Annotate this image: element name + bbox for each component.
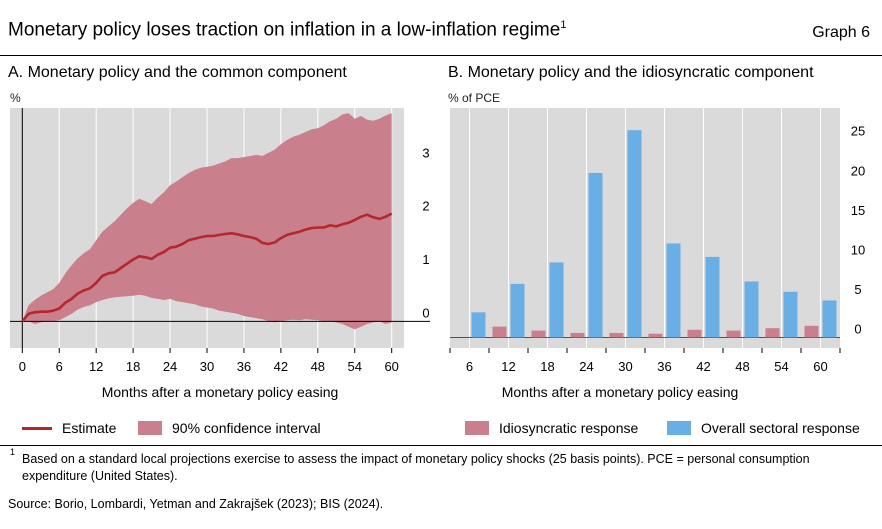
panel-a-x-tick-label: 12 xyxy=(89,359,103,374)
legend-estimate-label: Estimate xyxy=(62,420,117,436)
overall-bar xyxy=(588,172,603,338)
panel-b-x-tick-label: 42 xyxy=(696,359,710,374)
panel-b-chart: 6 12 18 24 30 36 42 48 54 60 0 5 10 15 20 25 xyxy=(449,108,865,374)
panel-b-unit: % of PCE xyxy=(448,91,501,105)
overall-bar xyxy=(471,312,486,338)
panel-b-y-tick-label: 15 xyxy=(851,203,865,218)
overall-bar xyxy=(783,291,798,338)
panel-a-x-tick-label: 54 xyxy=(348,359,362,374)
panel-a-unit: % xyxy=(10,91,21,105)
idiosyncratic-bar xyxy=(531,330,546,338)
graph-title-text: Monetary policy loses traction on inflat… xyxy=(8,19,561,41)
panel-a-x-tick-label: 24 xyxy=(163,359,177,374)
panel-b-x-tick-label: 18 xyxy=(540,359,554,374)
panel-b-x-tick-label: 30 xyxy=(618,359,632,374)
overall-bar xyxy=(705,256,720,338)
overall-bar xyxy=(666,243,681,338)
panel-b-x-tick-label: 12 xyxy=(501,359,515,374)
panel-a-y-tick-label: 1 xyxy=(422,252,429,267)
idiosyncratic-bar xyxy=(570,332,585,338)
idiosyncratic-bar xyxy=(492,326,507,338)
legend-estimate-swatch xyxy=(22,426,52,430)
panel-b-title: B. Monetary policy and the idiosyncratic… xyxy=(448,64,814,81)
panel-b-x-tick-label: 48 xyxy=(735,359,749,374)
idiosyncratic-bar xyxy=(648,333,663,338)
panel-b-x-tick-label: 24 xyxy=(579,359,593,374)
panel-a-title: A. Monetary policy and the common compon… xyxy=(8,64,347,81)
idiosyncratic-bar xyxy=(726,330,741,338)
idiosyncratic-bar xyxy=(609,332,624,338)
panel-b-x-axis-label: Months after a monetary policy easing xyxy=(501,384,739,400)
panel-a-x-tick-label: 18 xyxy=(126,359,140,374)
graph-title-footnote-mark: 1 xyxy=(560,19,567,31)
legend-overall-swatch xyxy=(667,421,691,435)
panel-b-y-tick-label: 5 xyxy=(854,282,861,297)
legend-idiosyncratic-label: Idiosyncratic response xyxy=(499,420,639,436)
legend-overall-label: Overall sectoral response xyxy=(701,420,860,436)
header-rule xyxy=(0,55,882,56)
idiosyncratic-bar xyxy=(687,329,702,338)
overall-bar xyxy=(822,300,837,338)
panel-b-y-tick-label: 0 xyxy=(854,322,861,337)
panel-a-x-axis-label: Months after a monetary policy easing xyxy=(101,384,339,400)
panel-b-gridlines xyxy=(469,108,821,348)
panel-b-y-tick-label: 25 xyxy=(851,124,865,139)
panel-a-x-tick-label: 36 xyxy=(237,359,251,374)
source-note: Source: Borio, Lombardi, Yetman and Zakr… xyxy=(8,497,384,511)
panel-a-x-tick-label: 48 xyxy=(311,359,325,374)
footnote-rule xyxy=(0,445,882,446)
panel-b-axis-ticks: 6 12 18 24 30 36 42 48 54 60 0 5 10 15 20 25 xyxy=(449,124,865,374)
graph-title: Monetary policy loses traction on inflat… xyxy=(8,19,566,41)
legend-confidence-label: 90% confidence interval xyxy=(172,420,321,436)
panel-a-y-tick-label: 3 xyxy=(422,145,429,160)
panel-b-x-tick-label: 54 xyxy=(774,359,788,374)
panel-b-bars xyxy=(471,130,837,338)
legend-idiosyncratic-swatch xyxy=(465,421,489,435)
confidence-band xyxy=(22,113,392,330)
idiosyncratic-bar xyxy=(804,325,819,338)
legend-idiosyncratic: Idiosyncratic response xyxy=(465,418,638,438)
panel-a-x-tick-label: 42 xyxy=(274,359,288,374)
panel-a-x-tick-label: 30 xyxy=(200,359,214,374)
panel-b-x-tick-label: 6 xyxy=(466,359,473,374)
legend-estimate: Estimate xyxy=(22,418,116,438)
overall-bar xyxy=(744,281,759,338)
estimate-line xyxy=(21,212,393,323)
overall-bar xyxy=(510,283,525,338)
panel-a-y-tick-label: 2 xyxy=(422,199,429,214)
footnote-mark: 1 xyxy=(10,447,16,457)
graph-number: Graph 6 xyxy=(812,24,870,41)
panel-a-x-tick-label: 0 xyxy=(19,359,26,374)
legend-confidence: 90% confidence interval xyxy=(138,418,321,438)
panel-b-x-tick-label: 36 xyxy=(657,359,671,374)
overall-bar xyxy=(627,130,642,338)
panel-a-x-tick-label: 60 xyxy=(384,359,398,374)
panel-b-y-tick-label: 10 xyxy=(851,242,865,257)
overall-bar xyxy=(549,262,564,338)
panel-b-y-tick-label: 20 xyxy=(851,163,865,178)
panel-a-y-tick-label: 0 xyxy=(422,305,429,320)
footnote-text: Based on a standard local projections ex… xyxy=(22,452,810,483)
panel-a-x-tick-label: 6 xyxy=(56,359,63,374)
legend-confidence-swatch xyxy=(138,421,162,435)
legend-overall: Overall sectoral response xyxy=(667,418,860,438)
panel-b-x-tick-label: 60 xyxy=(813,359,827,374)
idiosyncratic-bar xyxy=(765,328,780,338)
